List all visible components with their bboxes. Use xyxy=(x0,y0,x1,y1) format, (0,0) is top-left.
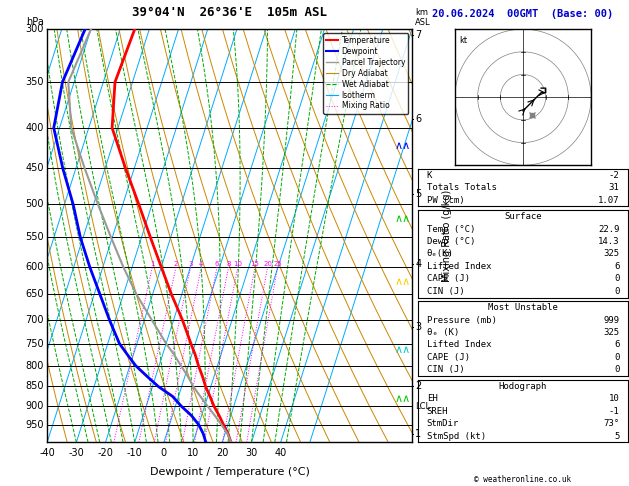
Text: 7: 7 xyxy=(415,30,421,40)
Text: Dewp (°C): Dewp (°C) xyxy=(426,237,475,246)
Text: -2: -2 xyxy=(609,171,620,180)
Text: ∧∧: ∧∧ xyxy=(394,394,411,403)
Text: StmSpd (kt): StmSpd (kt) xyxy=(426,432,486,440)
Text: CIN (J): CIN (J) xyxy=(426,365,464,374)
Text: 350: 350 xyxy=(26,77,44,87)
Text: kt: kt xyxy=(460,36,467,45)
Text: 500: 500 xyxy=(26,199,44,209)
Text: Totals Totals: Totals Totals xyxy=(426,183,496,192)
Text: km
ASL: km ASL xyxy=(415,8,431,27)
Text: 6: 6 xyxy=(614,341,620,349)
Text: 2: 2 xyxy=(174,261,178,267)
Text: 31: 31 xyxy=(609,183,620,192)
Text: Lifted Index: Lifted Index xyxy=(426,341,491,349)
Text: θₑ(K): θₑ(K) xyxy=(426,249,454,259)
Text: Pressure (mb): Pressure (mb) xyxy=(426,315,496,325)
Text: 14.3: 14.3 xyxy=(598,237,620,246)
Text: Most Unstable: Most Unstable xyxy=(488,303,558,312)
Text: CIN (J): CIN (J) xyxy=(426,287,464,296)
Text: 20: 20 xyxy=(216,448,228,458)
Text: ∧∧: ∧∧ xyxy=(394,214,411,224)
Text: Lifted Index: Lifted Index xyxy=(426,262,491,271)
Text: ∧∧: ∧∧ xyxy=(394,277,411,287)
Text: 5: 5 xyxy=(415,189,421,199)
Text: PW (cm): PW (cm) xyxy=(426,196,464,205)
Text: 700: 700 xyxy=(26,315,44,325)
Text: 8: 8 xyxy=(226,261,231,267)
Text: 10: 10 xyxy=(609,394,620,403)
Text: 25: 25 xyxy=(273,261,282,267)
Text: 4: 4 xyxy=(415,259,421,269)
Text: 3: 3 xyxy=(415,322,421,332)
Text: CAPE (J): CAPE (J) xyxy=(426,353,470,362)
Text: 15: 15 xyxy=(250,261,259,267)
Text: SREH: SREH xyxy=(426,407,448,416)
Text: CAPE (J): CAPE (J) xyxy=(426,275,470,283)
Text: 20.06.2024  00GMT  (Base: 00): 20.06.2024 00GMT (Base: 00) xyxy=(432,9,614,19)
Text: Surface: Surface xyxy=(504,212,542,221)
Text: Mixing Ratio (g/kg): Mixing Ratio (g/kg) xyxy=(442,190,452,282)
Text: 900: 900 xyxy=(26,401,44,411)
Text: 300: 300 xyxy=(26,24,44,34)
Text: 0: 0 xyxy=(614,365,620,374)
Text: LCL: LCL xyxy=(415,401,430,411)
Text: 1.07: 1.07 xyxy=(598,196,620,205)
Text: 850: 850 xyxy=(26,382,44,392)
Text: EH: EH xyxy=(426,394,437,403)
Text: hPa: hPa xyxy=(26,17,44,27)
Text: 750: 750 xyxy=(25,339,44,348)
Text: 39°04'N  26°36'E  105m ASL: 39°04'N 26°36'E 105m ASL xyxy=(132,6,327,19)
Text: 999: 999 xyxy=(603,315,620,325)
Text: 950: 950 xyxy=(26,419,44,430)
Text: StmDir: StmDir xyxy=(426,419,459,428)
Text: 550: 550 xyxy=(25,232,44,242)
Text: ∧∧: ∧∧ xyxy=(394,345,411,355)
Text: ∧∧: ∧∧ xyxy=(394,141,411,151)
Text: -30: -30 xyxy=(69,448,84,458)
Text: 800: 800 xyxy=(26,361,44,371)
Text: 650: 650 xyxy=(26,290,44,299)
Text: © weatheronline.co.uk: © weatheronline.co.uk xyxy=(474,474,572,484)
Text: 6: 6 xyxy=(614,262,620,271)
Text: 6: 6 xyxy=(215,261,220,267)
Text: -1: -1 xyxy=(609,407,620,416)
Text: Dewpoint / Temperature (°C): Dewpoint / Temperature (°C) xyxy=(150,467,309,477)
Text: 4: 4 xyxy=(199,261,204,267)
Text: 5: 5 xyxy=(614,432,620,440)
Text: K: K xyxy=(426,171,432,180)
Text: 10: 10 xyxy=(187,448,199,458)
Text: Temp (°C): Temp (°C) xyxy=(426,225,475,234)
Text: 1: 1 xyxy=(150,261,155,267)
Text: 30: 30 xyxy=(245,448,258,458)
Text: Hodograph: Hodograph xyxy=(499,382,547,391)
Text: -10: -10 xyxy=(127,448,143,458)
Legend: Temperature, Dewpoint, Parcel Trajectory, Dry Adiabat, Wet Adiabat, Isotherm, Mi: Temperature, Dewpoint, Parcel Trajectory… xyxy=(323,33,408,114)
Text: 2: 2 xyxy=(415,382,421,392)
Text: 73°: 73° xyxy=(603,419,620,428)
Text: 1: 1 xyxy=(415,429,421,438)
Text: 0: 0 xyxy=(614,287,620,296)
Text: 600: 600 xyxy=(26,262,44,272)
Text: -40: -40 xyxy=(39,448,55,458)
Text: 20: 20 xyxy=(263,261,272,267)
Text: 3: 3 xyxy=(188,261,193,267)
Text: 40: 40 xyxy=(274,448,287,458)
Text: 6: 6 xyxy=(415,114,421,124)
Text: 0: 0 xyxy=(161,448,167,458)
Text: -20: -20 xyxy=(97,448,113,458)
Text: 0: 0 xyxy=(614,353,620,362)
Text: 450: 450 xyxy=(26,163,44,174)
Text: 10: 10 xyxy=(233,261,242,267)
Text: θₑ (K): θₑ (K) xyxy=(426,328,459,337)
Text: 22.9: 22.9 xyxy=(598,225,620,234)
Text: 400: 400 xyxy=(26,123,44,133)
Text: 325: 325 xyxy=(603,328,620,337)
Text: 0: 0 xyxy=(614,275,620,283)
Text: 325: 325 xyxy=(603,249,620,259)
